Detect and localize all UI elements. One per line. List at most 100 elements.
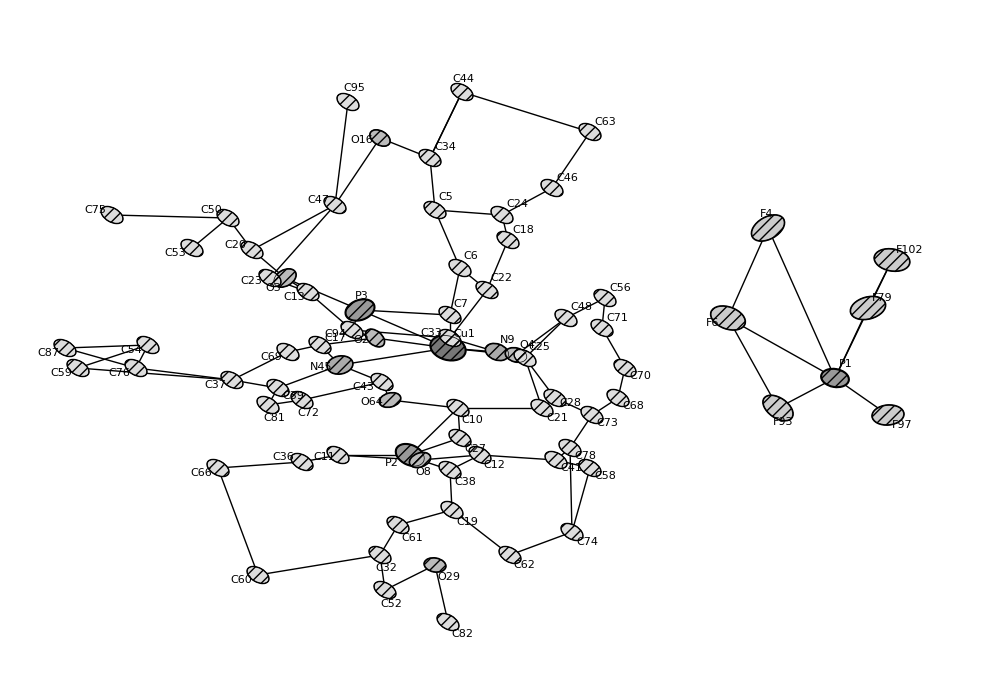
Text: C82: C82 xyxy=(451,629,473,639)
Ellipse shape xyxy=(437,614,459,630)
Text: C36: C36 xyxy=(272,452,294,462)
Text: C44: C44 xyxy=(452,74,474,84)
Ellipse shape xyxy=(221,371,243,389)
Ellipse shape xyxy=(327,447,349,463)
Text: C22: C22 xyxy=(490,273,512,283)
Text: C43: C43 xyxy=(352,382,374,392)
Ellipse shape xyxy=(274,269,296,287)
Text: C60: C60 xyxy=(230,575,252,585)
Text: C6: C6 xyxy=(463,251,478,261)
Text: C94: C94 xyxy=(324,329,346,339)
Ellipse shape xyxy=(257,396,279,414)
Ellipse shape xyxy=(451,83,473,101)
Ellipse shape xyxy=(559,440,581,456)
Text: C25: C25 xyxy=(528,342,550,352)
Ellipse shape xyxy=(531,399,553,417)
Text: C87: C87 xyxy=(37,348,59,358)
Text: C78: C78 xyxy=(574,451,596,461)
Ellipse shape xyxy=(67,359,89,377)
Text: F6: F6 xyxy=(706,318,719,328)
Ellipse shape xyxy=(544,389,566,407)
Ellipse shape xyxy=(424,558,446,572)
Text: C66: C66 xyxy=(190,468,212,478)
Text: C95: C95 xyxy=(343,83,365,93)
Ellipse shape xyxy=(291,454,313,470)
Ellipse shape xyxy=(439,461,461,479)
Text: C52: C52 xyxy=(380,599,402,609)
Text: C54: C54 xyxy=(120,345,142,355)
Text: P2: P2 xyxy=(385,458,399,468)
Text: N45: N45 xyxy=(310,362,332,372)
Ellipse shape xyxy=(371,373,393,391)
Ellipse shape xyxy=(447,399,469,417)
Ellipse shape xyxy=(137,336,159,354)
Text: C69: C69 xyxy=(260,352,282,362)
Ellipse shape xyxy=(430,336,466,361)
Ellipse shape xyxy=(505,347,527,362)
Ellipse shape xyxy=(207,459,229,477)
Text: O4: O4 xyxy=(519,340,535,350)
Ellipse shape xyxy=(555,310,577,326)
Text: C10: C10 xyxy=(461,415,483,425)
Ellipse shape xyxy=(491,206,513,224)
Text: C59: C59 xyxy=(50,368,72,378)
Text: C41: C41 xyxy=(560,463,582,473)
Ellipse shape xyxy=(763,395,793,421)
Ellipse shape xyxy=(751,215,785,241)
Ellipse shape xyxy=(181,240,203,257)
Ellipse shape xyxy=(241,241,263,259)
Text: O16: O16 xyxy=(350,135,373,145)
Text: C5: C5 xyxy=(438,192,453,202)
Text: O29: O29 xyxy=(437,572,460,582)
Ellipse shape xyxy=(387,517,409,533)
Ellipse shape xyxy=(379,393,401,408)
Text: C75: C75 xyxy=(84,205,106,215)
Ellipse shape xyxy=(267,380,289,396)
Ellipse shape xyxy=(449,429,471,447)
Text: C71: C71 xyxy=(606,313,628,323)
Text: C23: C23 xyxy=(240,276,262,286)
Ellipse shape xyxy=(469,447,491,463)
Text: F93: F93 xyxy=(773,417,794,427)
Ellipse shape xyxy=(291,391,313,408)
Text: C63: C63 xyxy=(594,117,616,127)
Text: C18: C18 xyxy=(512,225,534,235)
Ellipse shape xyxy=(545,452,567,468)
Text: C58: C58 xyxy=(594,471,616,481)
Text: C11: C11 xyxy=(313,452,335,462)
Ellipse shape xyxy=(499,547,521,563)
Ellipse shape xyxy=(441,501,463,519)
Text: C61: C61 xyxy=(401,533,423,543)
Text: C21: C21 xyxy=(546,413,568,423)
Text: C73: C73 xyxy=(596,418,618,428)
Ellipse shape xyxy=(327,356,353,374)
Text: C28: C28 xyxy=(559,398,581,408)
Text: Cu1: Cu1 xyxy=(453,329,475,339)
Text: C56: C56 xyxy=(609,283,631,293)
Text: C48: C48 xyxy=(570,302,592,312)
Text: C7: C7 xyxy=(453,299,468,309)
Ellipse shape xyxy=(101,206,123,224)
Ellipse shape xyxy=(591,319,613,336)
Ellipse shape xyxy=(309,336,331,354)
Ellipse shape xyxy=(872,405,904,425)
Ellipse shape xyxy=(541,180,563,196)
Text: O64: O64 xyxy=(360,397,383,407)
Ellipse shape xyxy=(449,259,471,277)
Text: C38: C38 xyxy=(454,477,476,487)
Text: O2: O2 xyxy=(353,335,369,345)
Ellipse shape xyxy=(217,210,239,226)
Text: C62: C62 xyxy=(513,560,535,570)
Text: C50: C50 xyxy=(200,205,222,215)
Text: C20: C20 xyxy=(224,240,246,250)
Text: F79: F79 xyxy=(872,293,893,303)
Text: F97: F97 xyxy=(892,420,913,430)
Ellipse shape xyxy=(54,340,76,356)
Ellipse shape xyxy=(277,343,299,361)
Ellipse shape xyxy=(297,284,319,301)
Text: C37: C37 xyxy=(204,380,226,390)
Ellipse shape xyxy=(374,582,396,598)
Ellipse shape xyxy=(439,329,461,347)
Text: C72: C72 xyxy=(297,408,319,418)
Ellipse shape xyxy=(125,359,147,377)
